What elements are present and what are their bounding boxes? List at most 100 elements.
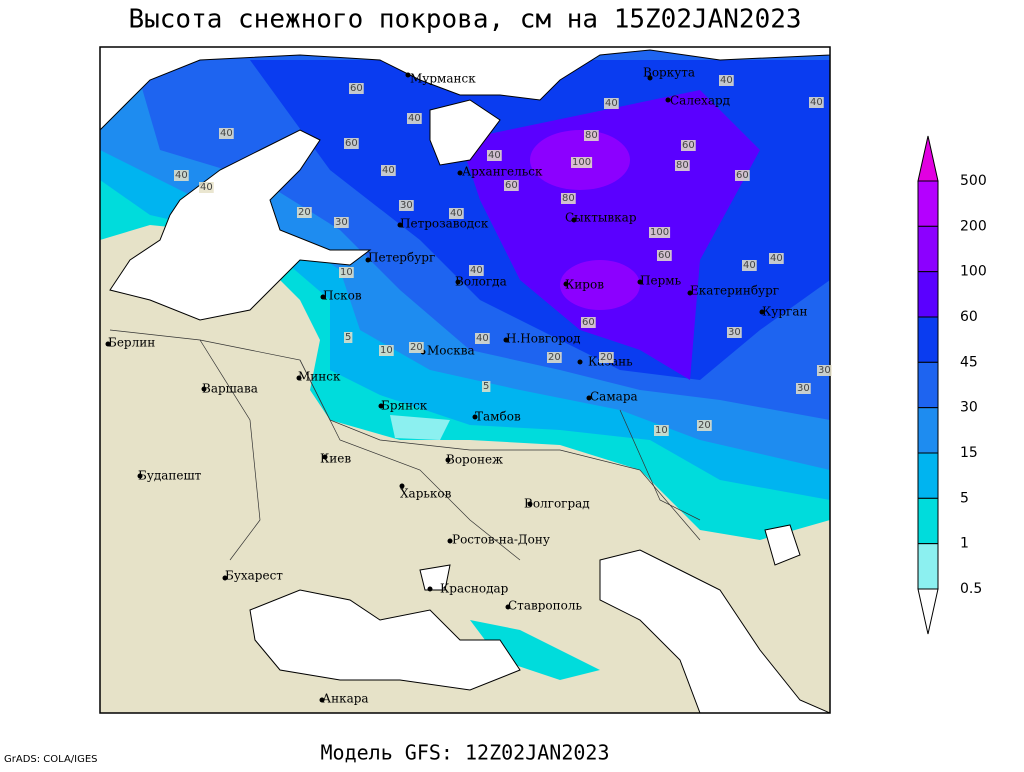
contour-label-box (742, 260, 757, 271)
city-label: Курган (762, 305, 807, 319)
contour-label-box (547, 352, 562, 363)
contour-label: 10 (380, 345, 393, 356)
contour-label-box (657, 250, 672, 261)
colorbar-label: 200 (960, 218, 987, 234)
contour-label: 60 (736, 170, 749, 181)
city-label: Пермь (640, 274, 682, 288)
city-dot (647, 75, 653, 81)
contour-label: 40 (382, 165, 395, 176)
colorbar-swatch (917, 271, 939, 318)
contour-label: 60 (350, 83, 363, 94)
contour-label: 40 (408, 113, 421, 124)
contour-label: 30 (818, 365, 831, 376)
contour-label-box (719, 75, 734, 86)
footer: Модель GFS: 12Z02JAN2023 (321, 741, 610, 765)
city-dot (687, 290, 693, 296)
contour-label: 40 (810, 97, 823, 108)
colorbar: 500 200 100 60 45 30 15 5 1 0.5 (917, 135, 987, 635)
contour-label-box (344, 332, 353, 343)
contour-label-box (817, 365, 832, 376)
contour-label: 40 (200, 182, 213, 193)
colorbar-triangle (917, 588, 939, 635)
colorbar-label: 500 (960, 173, 987, 189)
contour-label-box (219, 128, 234, 139)
city-label: Ростов-на-Дону (452, 533, 550, 547)
contour-label: 30 (400, 200, 413, 211)
city-label: Ставрополь (508, 599, 582, 613)
city-label: Вологда (455, 275, 507, 289)
city-dot (527, 501, 533, 507)
contour-label-box (475, 333, 490, 344)
city-label: Харьков (400, 487, 452, 501)
contour-label: 100 (572, 157, 591, 168)
city-dot (397, 222, 403, 228)
contour-label-box (449, 208, 464, 219)
city-label: Анкара (322, 692, 369, 706)
contour-label-box (174, 170, 189, 181)
contour-label: 40 (476, 333, 489, 344)
contour-label-box (649, 227, 671, 238)
city-label: Волгоград (524, 497, 590, 511)
contour-label-box (571, 157, 593, 168)
contour-label: 30 (335, 217, 348, 228)
city-dot (637, 279, 643, 285)
city-label: Будапешт (138, 469, 202, 483)
contour-label: 5 (483, 381, 489, 392)
city-dot (399, 483, 405, 489)
contour-label-box (796, 383, 811, 394)
city-dot (296, 375, 302, 381)
contour-label-box (735, 170, 750, 181)
city-label: Варшава (202, 382, 258, 396)
city-label: Киров (565, 278, 604, 292)
city-dot (378, 403, 384, 409)
city-dot (445, 457, 451, 463)
city-dot (571, 217, 577, 223)
city-layer: Мурманск Воркута Салехард Архангельск Сыктыв… (105, 66, 807, 706)
city-label: Киев (320, 452, 351, 466)
contour-label: 20 (410, 342, 423, 353)
city-dot (503, 337, 509, 343)
city-label: Воркута (643, 66, 695, 80)
contour-label: 20 (698, 420, 711, 431)
contour-label-box (409, 342, 424, 353)
city-dot (665, 97, 671, 103)
city-label: Брянск (381, 399, 428, 413)
contour-label-box (599, 352, 614, 363)
contour-label: 60 (582, 317, 595, 328)
contour-label: 5 (345, 332, 351, 343)
contour-label-box (581, 317, 596, 328)
contour-label: 20 (298, 207, 311, 218)
map-frame (99, 46, 831, 714)
city-dot (137, 473, 143, 479)
colorbar-swatch (917, 407, 939, 454)
contour-label: 10 (340, 267, 353, 278)
city-dot (319, 697, 325, 703)
colorbar-swatch (917, 225, 939, 273)
contour-label: 40 (488, 150, 501, 161)
colorbar-label: 60 (960, 309, 978, 325)
map (100, 47, 830, 713)
colorbar-label: 45 (960, 354, 978, 370)
city-dot (365, 257, 371, 263)
city-label: Москва (427, 344, 475, 358)
city-dot (222, 575, 228, 581)
city-dot (201, 386, 207, 392)
contour-label-box (482, 381, 491, 392)
contour-label: 80 (585, 130, 598, 141)
colorbar-label: 100 (960, 264, 987, 280)
contour-label: 60 (682, 140, 695, 151)
contour-label-box (727, 327, 742, 338)
city-dot (427, 586, 433, 592)
contour-label: 40 (720, 75, 733, 86)
contour-label-box (399, 200, 414, 211)
contour-label-box (675, 160, 690, 171)
city-label: Н.Новгород (506, 332, 581, 346)
colorbar-label: 5 (960, 490, 969, 506)
city-dot (577, 359, 583, 365)
colorbar-swatch (917, 497, 939, 545)
contour-label-box (604, 98, 619, 109)
contour-label-box (584, 130, 599, 141)
contour-label: 40 (450, 208, 463, 219)
colorbar-label: 30 (960, 400, 978, 416)
contour-label: 20 (548, 352, 561, 363)
